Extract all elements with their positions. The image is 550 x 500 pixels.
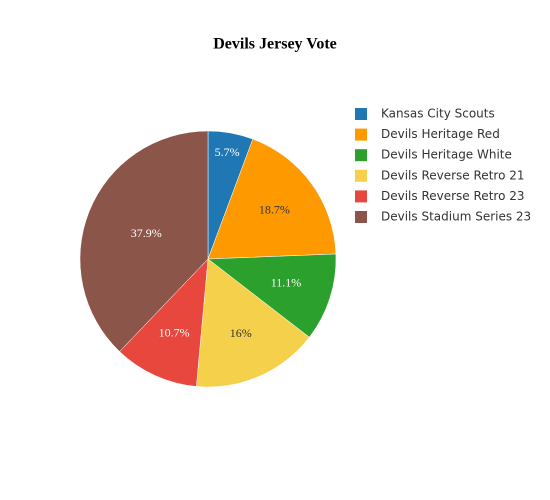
legend-swatch xyxy=(355,211,367,223)
slice-label: 5.7% xyxy=(215,145,240,159)
pie-slice xyxy=(207,138,337,260)
pie-slice xyxy=(79,130,209,352)
slice-label: 10.7% xyxy=(159,325,190,339)
legend-label: Devils Reverse Retro 21 xyxy=(381,168,525,182)
legend-label: Kansas City Scouts xyxy=(381,107,495,121)
chart-title: Devils Jersey Vote xyxy=(213,36,337,53)
legend-swatch xyxy=(355,169,367,182)
legend-swatch xyxy=(355,190,367,203)
slice-label: 16% xyxy=(230,326,252,340)
legend-label: Devils Reverse Retro 23 xyxy=(381,189,525,203)
pie-slice xyxy=(196,258,310,388)
legend-label: Devils Stadium Series 23 xyxy=(381,210,531,224)
legend-swatch xyxy=(355,149,367,162)
pie-slice xyxy=(119,258,209,387)
legend-label: Devils Heritage White xyxy=(381,148,512,162)
pie-slice xyxy=(207,253,337,338)
legend-swatch xyxy=(355,108,367,120)
legend-swatch xyxy=(355,128,367,141)
legend-label: Devils Heritage Red xyxy=(381,127,500,141)
slice-label: 37.9% xyxy=(131,226,162,240)
slice-label: 18.7% xyxy=(259,203,290,217)
slice-label: 11.1% xyxy=(271,276,302,290)
